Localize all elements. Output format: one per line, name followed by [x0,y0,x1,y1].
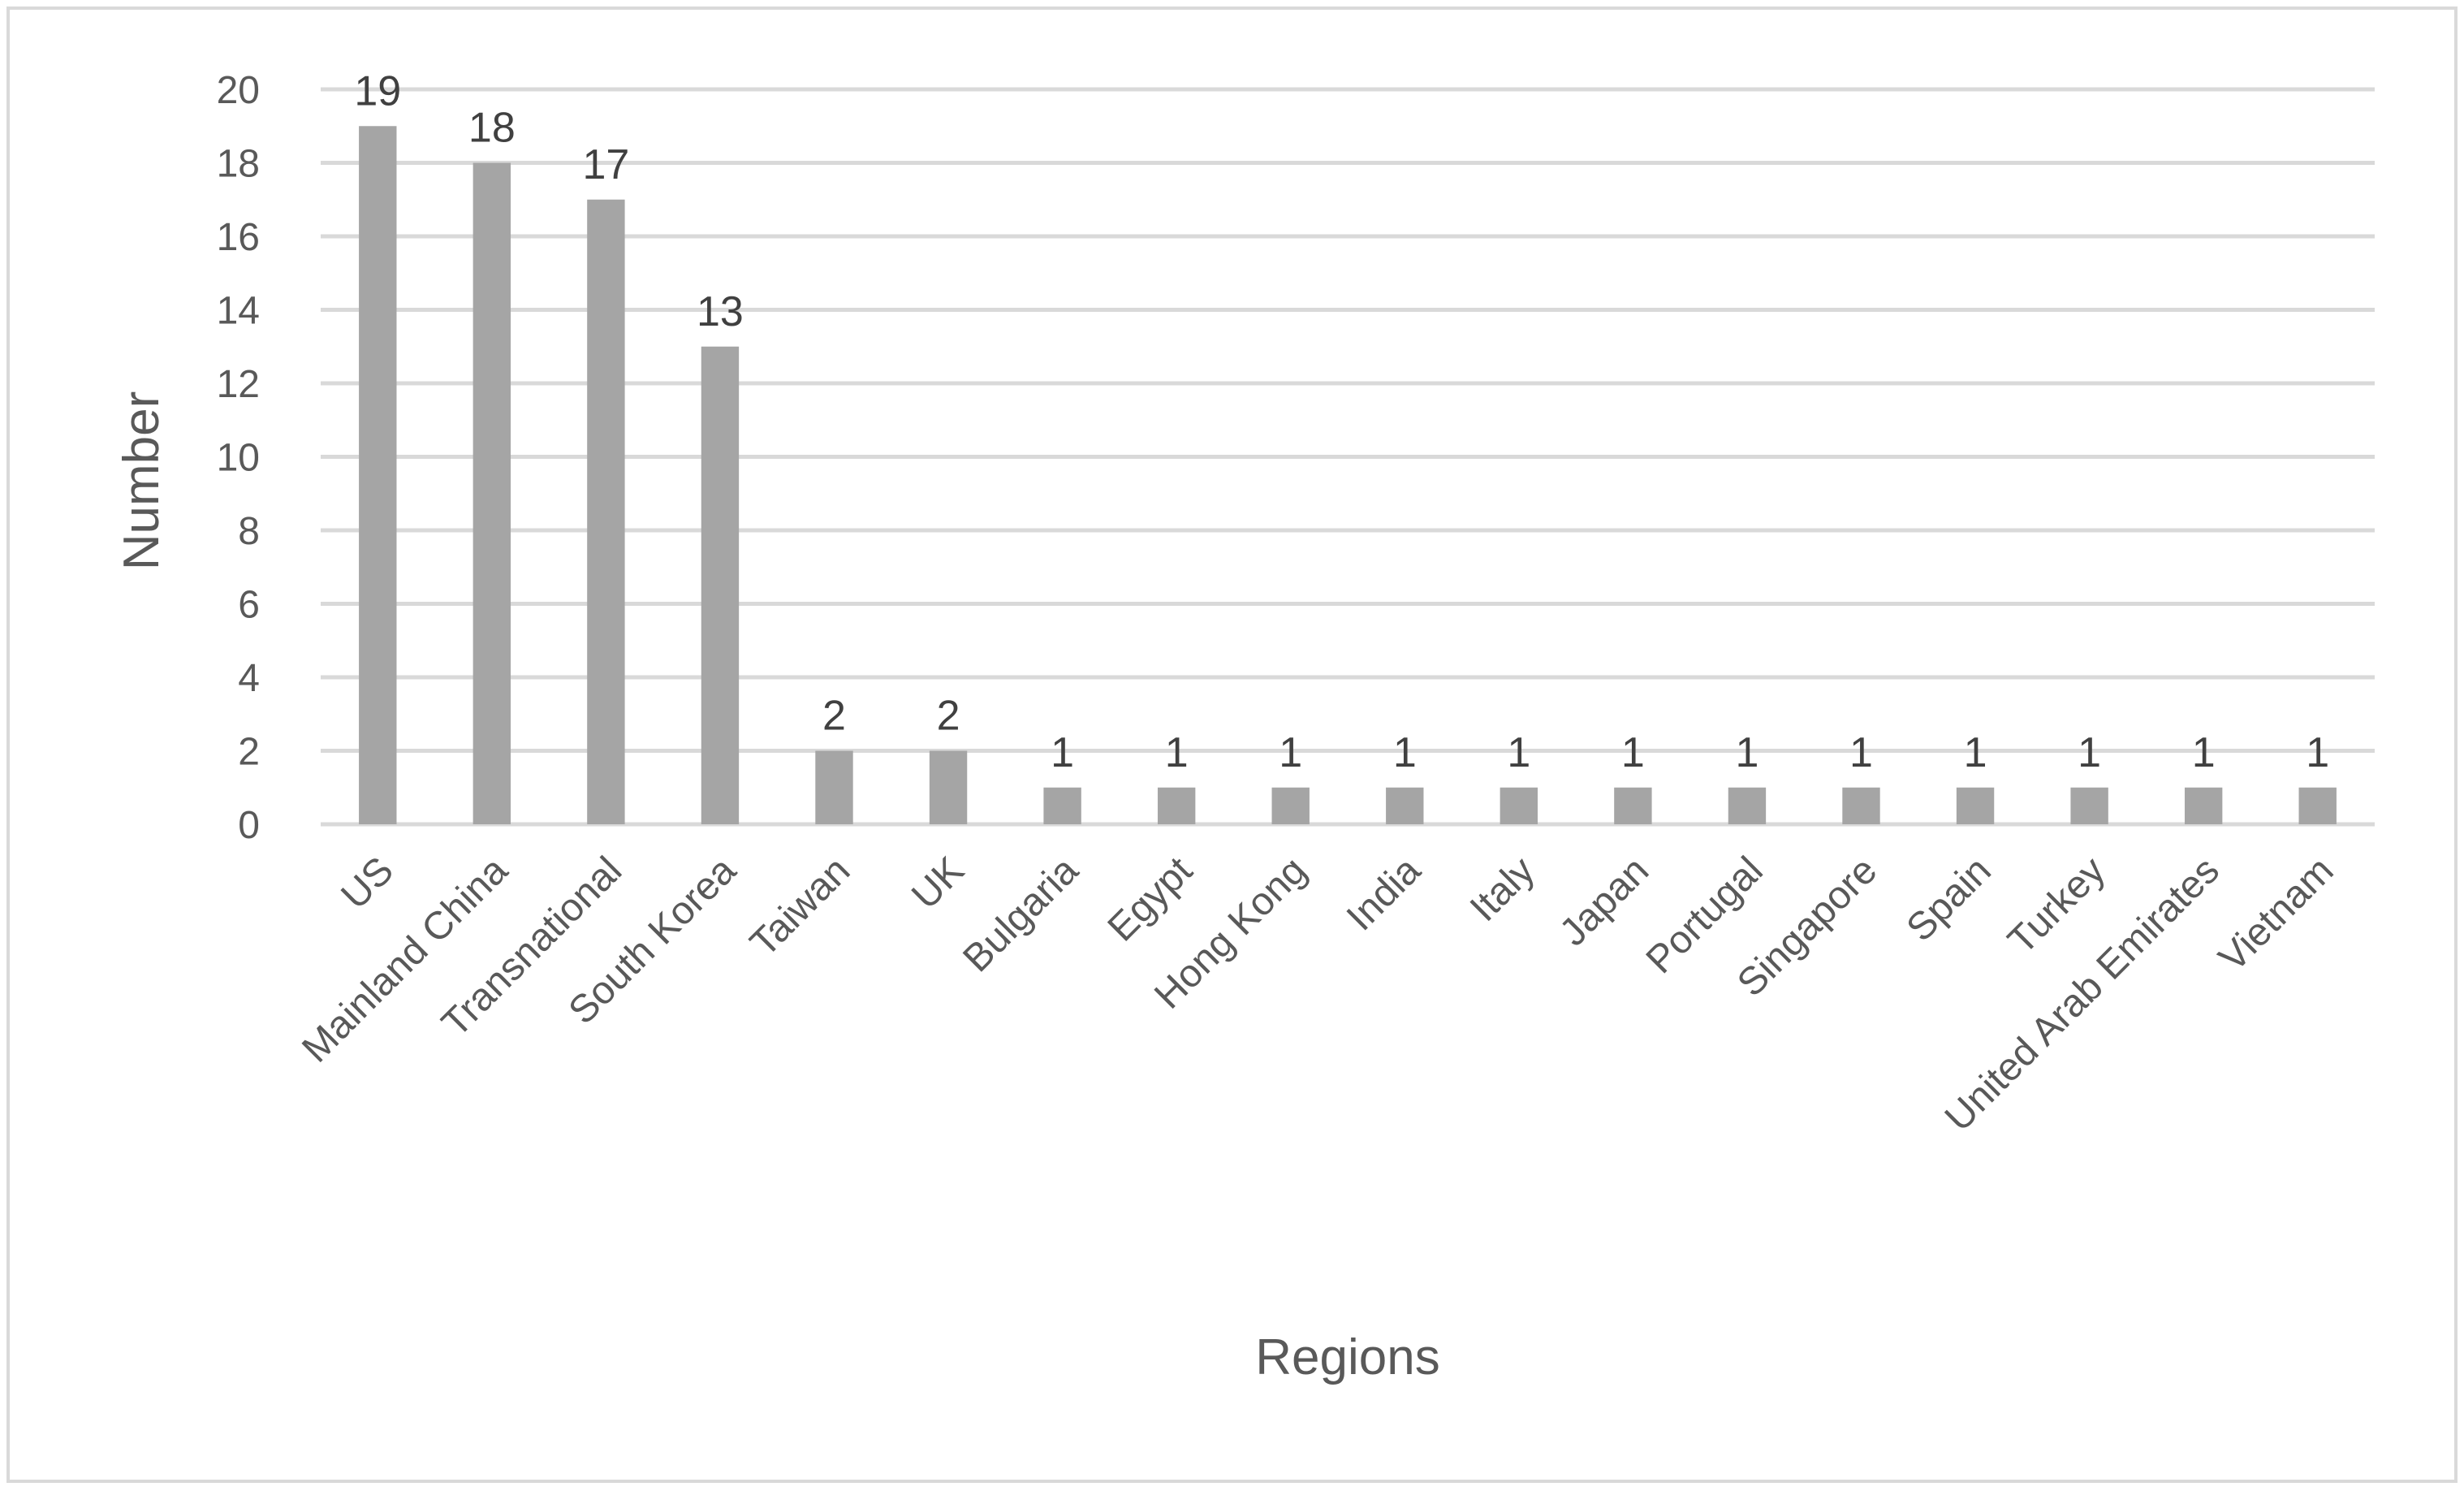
data-label: 1 [1051,729,1074,776]
data-label: 1 [2192,729,2216,776]
bar [1043,787,1081,824]
data-label: 1 [1279,729,1302,776]
bars [359,126,2337,824]
y-tick-label: 12 [217,363,260,406]
data-label: 17 [582,141,629,188]
y-tick-label: 0 [238,804,260,847]
bar [587,199,625,824]
bar [701,346,740,824]
data-label: 1 [1621,729,1645,776]
data-labels: 19 18 17 13 2 2 1 1 1 1 1 1 1 1 1 1 1 1 [354,67,2329,776]
chart-border [6,6,2458,1483]
bar [1500,787,1538,824]
y-tick-label: 18 [217,143,260,186]
bar [2298,787,2337,824]
y-tick-label: 4 [238,657,260,700]
data-label: 13 [697,288,744,335]
bar [1728,787,1767,824]
data-label: 1 [1393,729,1417,776]
bar [1157,787,1196,824]
data-label: 2 [937,693,960,740]
bar [1614,787,1652,824]
data-label: 2 [822,693,846,740]
bar [1956,787,1995,824]
y-tick-label: 8 [238,510,260,553]
data-label: 1 [1165,729,1189,776]
data-label: 18 [468,105,516,152]
y-tick-label: 16 [217,216,260,259]
data-label: 1 [2078,729,2101,776]
y-axis-ticks: 0 2 4 6 8 10 12 14 16 18 20 [217,69,260,847]
data-label: 1 [2306,729,2329,776]
data-label: 19 [354,67,401,115]
bar [815,750,853,824]
bar [1386,787,1424,824]
gridlines [321,87,2375,827]
y-tick-label: 14 [217,290,260,333]
data-label: 1 [1735,729,1758,776]
bar [359,126,397,824]
data-label: 1 [1507,729,1530,776]
bar [2070,787,2108,824]
y-tick-label: 20 [217,69,260,112]
y-axis-title: Number [114,391,170,571]
bar [929,750,968,824]
bar [473,162,511,824]
x-axis-title: Regions [1255,1329,1439,1385]
y-tick-label: 6 [238,584,260,627]
data-label: 1 [1849,729,1873,776]
bar [1271,787,1310,824]
data-label: 1 [1964,729,1987,776]
bar [2184,787,2223,824]
bar [1842,787,1880,824]
y-tick-label: 2 [238,731,260,774]
y-tick-label: 10 [217,437,260,480]
